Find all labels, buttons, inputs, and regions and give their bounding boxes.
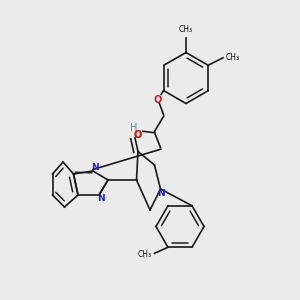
Text: O: O: [134, 130, 142, 140]
Text: O: O: [154, 95, 162, 105]
Text: H: H: [130, 123, 137, 133]
Text: CH₃: CH₃: [226, 53, 240, 62]
Text: O: O: [134, 130, 142, 140]
Text: N: N: [158, 189, 165, 198]
Text: N: N: [98, 194, 105, 203]
Text: CH₃: CH₃: [179, 26, 193, 34]
Text: N: N: [91, 163, 98, 172]
Text: CH₃: CH₃: [138, 250, 152, 259]
